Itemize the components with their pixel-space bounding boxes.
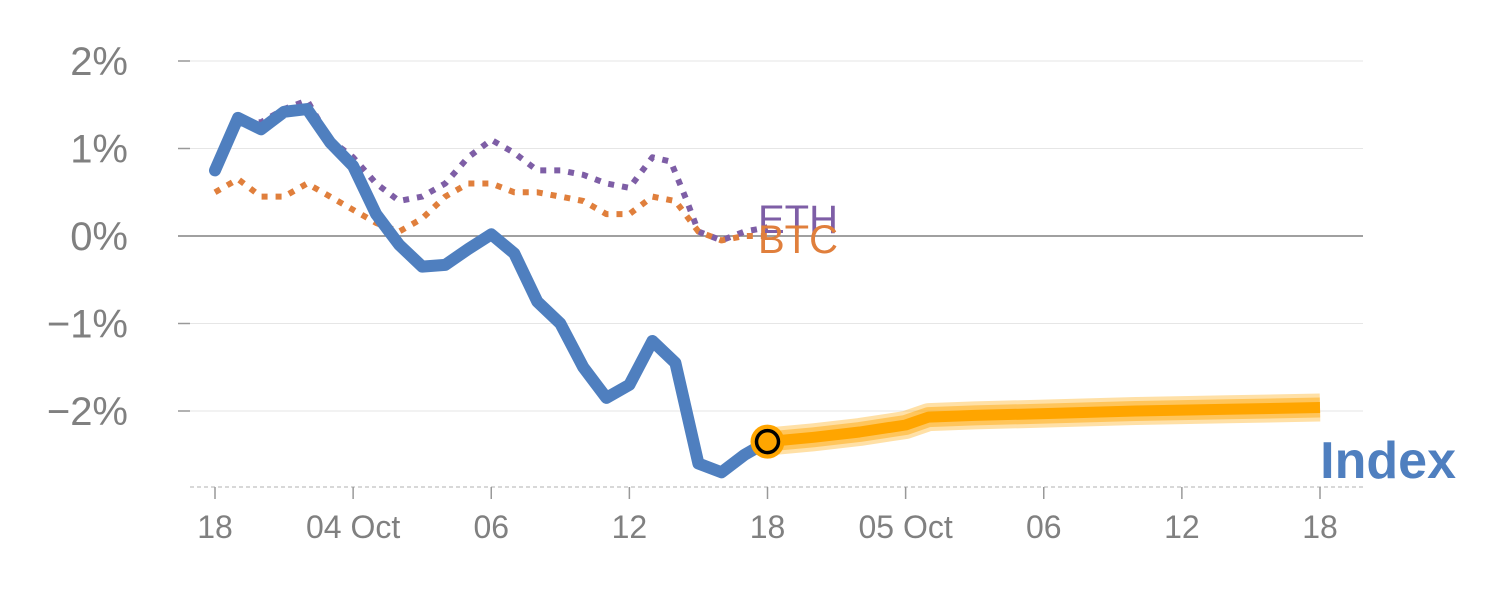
series-labels: ETH BTC Index — [758, 198, 1456, 490]
x-tick-label: 06 — [1026, 509, 1062, 545]
x-axis: 18 04 Oct 06 12 18 05 Oct 06 12 18 — [197, 487, 1338, 545]
x-tick-label: 18 — [750, 509, 786, 545]
index-line — [209, 103, 774, 479]
x-tick-label: 18 — [1302, 509, 1338, 545]
current-point-marker — [754, 428, 781, 455]
y-tick-label: 0% — [70, 215, 128, 259]
index-series-label: Index — [1320, 432, 1456, 490]
x-tick-label: 05 Oct — [858, 509, 952, 545]
y-tick-label: −2% — [47, 390, 128, 434]
y-tick-label: 1% — [70, 128, 128, 172]
btc-series-label: BTC — [758, 218, 838, 262]
x-tick-label: 12 — [612, 509, 648, 545]
eth-line — [212, 97, 769, 244]
grid-layer — [178, 60, 1363, 488]
y-tick-label: −1% — [47, 303, 128, 347]
x-tick-label: 18 — [197, 509, 233, 545]
y-tick-label: 2% — [70, 40, 128, 84]
series-layer — [209, 97, 1321, 479]
x-tick-label: 12 — [1164, 509, 1200, 545]
x-tick-label: 04 Oct — [306, 509, 400, 545]
x-tick-label: 06 — [473, 509, 509, 545]
eth-series-label: ETH — [758, 198, 838, 242]
forecast-line — [766, 402, 1321, 448]
y-axis: 2% 1% 0% −1% −2% — [47, 40, 190, 434]
